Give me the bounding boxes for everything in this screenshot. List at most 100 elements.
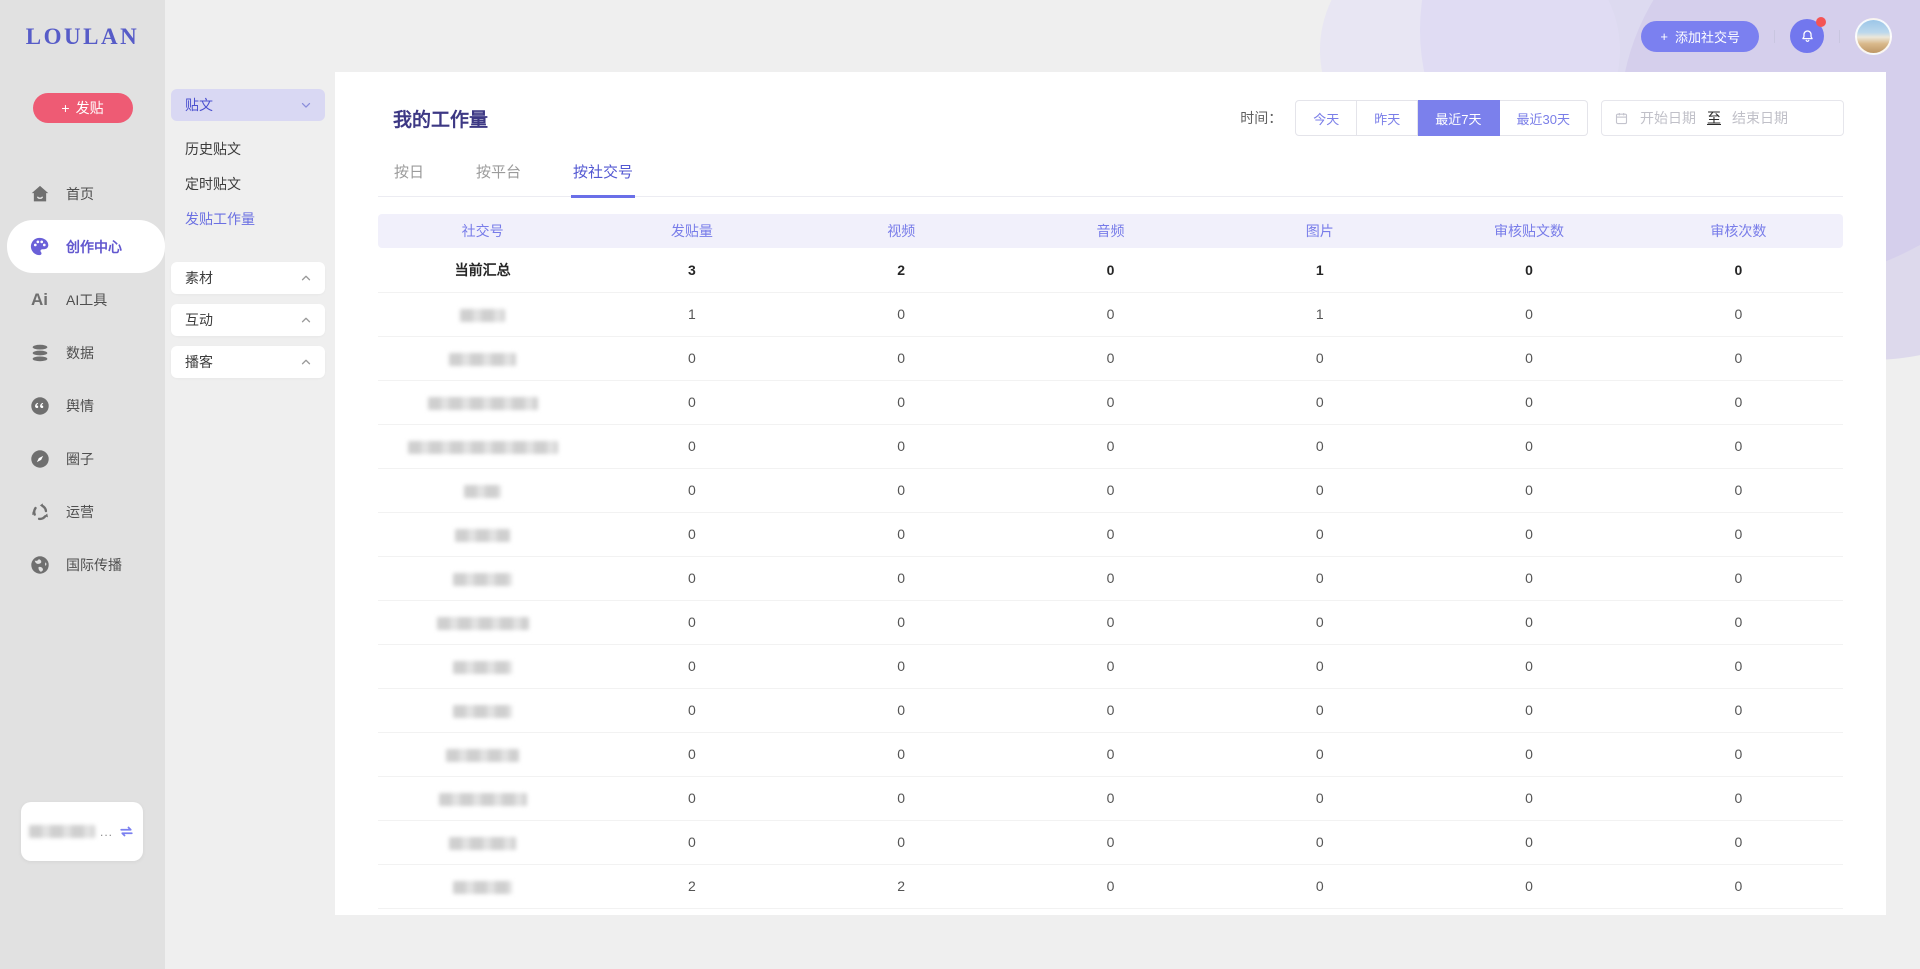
tab-by-platform[interactable]: 按平台 xyxy=(476,164,522,181)
sidebar-item-label: 舆情 xyxy=(66,397,94,414)
cell-review-count: 0 xyxy=(1633,292,1843,337)
cell-posts: 2 xyxy=(587,864,797,909)
new-post-button[interactable]: + 发贴 xyxy=(32,93,133,123)
cell-image: 0 xyxy=(1215,468,1425,513)
cell-video: 0 xyxy=(796,512,1006,557)
cell-image: 0 xyxy=(1215,380,1425,425)
cell-video: 0 xyxy=(796,556,1006,601)
cell-image: 0 xyxy=(1215,556,1425,601)
submenu-item-scheduled-posts[interactable]: 定时贴文 xyxy=(185,175,241,192)
filter-last30days-button[interactable]: 最近30天 xyxy=(1499,100,1588,136)
filter-yesterday-button[interactable]: 昨天 xyxy=(1357,100,1419,136)
sidebar-item-label: AI工具 xyxy=(66,291,108,308)
cell-audio: 0 xyxy=(1005,424,1216,469)
cell-posts: 0 xyxy=(587,468,797,513)
cell-audio: 0 xyxy=(1005,688,1216,733)
filter-today-button[interactable]: 今天 xyxy=(1295,100,1358,136)
submenu-group-podcast[interactable]: 播客 xyxy=(171,346,325,378)
submenu-group-interaction[interactable]: 互动 xyxy=(171,304,325,336)
cell-reviewed-posts: 0 xyxy=(1424,644,1634,689)
sidebar-item-operations[interactable]: 运营 xyxy=(0,485,165,538)
cell-review-count: 0 xyxy=(1633,512,1843,557)
notifications-button[interactable] xyxy=(1790,17,1826,53)
account-name-cell xyxy=(378,644,588,689)
cell-review-count: 0 xyxy=(1633,600,1843,645)
add-social-account-label: 添加社交号 xyxy=(1674,29,1740,45)
compass-icon xyxy=(28,447,51,470)
cell-review-count: 0 xyxy=(1633,732,1843,777)
sidebar-item-creation-center[interactable]: 创作中心 xyxy=(7,220,165,273)
cell-image: 0 xyxy=(1215,688,1425,733)
summary-image: 1 xyxy=(1215,248,1425,293)
table-row: 0 0 0 0 0 0 xyxy=(378,820,1843,865)
cell-posts: 1 xyxy=(587,292,797,337)
cell-posts: 0 xyxy=(587,424,797,469)
sidebar-item-label: 首页 xyxy=(66,185,94,202)
cell-audio: 0 xyxy=(1005,380,1216,425)
date-range-picker[interactable]: 开始日期 至 结束日期 xyxy=(1601,100,1844,136)
cell-review-count: 0 xyxy=(1633,864,1843,909)
filter-last7days-button[interactable]: 最近7天 xyxy=(1418,100,1500,136)
redacted-workspace-name xyxy=(28,825,95,838)
redacted-account-name xyxy=(446,748,520,762)
table-row: 0 0 0 0 0 0 xyxy=(378,336,1843,381)
sidebar-item-data[interactable]: 数据 xyxy=(0,326,165,379)
chevron-down-icon xyxy=(299,98,313,112)
cell-review-count: 0 xyxy=(1633,336,1843,381)
redacted-account-name xyxy=(438,792,527,806)
start-date-placeholder[interactable]: 开始日期 xyxy=(1640,110,1696,126)
redacted-account-name xyxy=(449,836,517,850)
cell-video: 0 xyxy=(796,468,1006,513)
cell-posts: 0 xyxy=(587,512,797,557)
sidebar-item-circles[interactable]: 圈子 xyxy=(0,432,165,485)
sidebar-item-international[interactable]: 国际传播 xyxy=(0,538,165,591)
add-social-account-button[interactable]: + 添加社交号 xyxy=(1641,20,1759,52)
avatar[interactable] xyxy=(1855,17,1892,55)
table-row: 1 0 0 1 0 0 xyxy=(378,292,1843,337)
submenu-item-post-workload[interactable]: 发贴工作量 xyxy=(185,210,255,227)
cell-audio: 0 xyxy=(1005,556,1216,601)
submenu-group-material[interactable]: 素材 xyxy=(171,262,325,294)
sidebar-nav: 首页 创作中心 Ai AI工具 数据 xyxy=(0,167,165,591)
redacted-account-name xyxy=(436,616,529,630)
submenu-group-posts[interactable]: 贴文 xyxy=(171,89,325,121)
cell-image: 0 xyxy=(1215,732,1425,777)
redacted-account-name xyxy=(455,528,511,542)
cell-review-count: 0 xyxy=(1633,688,1843,733)
cell-image: 1 xyxy=(1215,292,1425,337)
table-row: 0 0 0 0 0 0 xyxy=(378,732,1843,777)
tab-by-day[interactable]: 按日 xyxy=(394,164,425,181)
col-posts: 发贴量 xyxy=(587,214,797,248)
cell-image: 0 xyxy=(1215,864,1425,909)
cell-video: 0 xyxy=(796,688,1006,733)
table-row: 0 0 0 0 0 0 xyxy=(378,600,1843,645)
sidebar-item-label: 创作中心 xyxy=(66,238,122,255)
cell-video: 0 xyxy=(796,424,1006,469)
sidebar-item-sentiment[interactable]: 舆情 xyxy=(0,379,165,432)
table-body: 当前汇总 3 2 0 1 0 0 1 0 0 1 0 0 0 0 0 xyxy=(378,248,1843,909)
redacted-account-name xyxy=(460,308,506,322)
time-filter-group: 今天 昨天 最近7天 最近30天 xyxy=(1295,100,1588,136)
account-name-cell xyxy=(378,776,588,821)
summary-reviewed-posts: 0 xyxy=(1424,248,1634,293)
sidebar-item-ai-tools[interactable]: Ai AI工具 xyxy=(0,273,165,326)
table-row: 2 2 0 0 0 0 xyxy=(378,864,1843,909)
submenu-item-history-posts[interactable]: 历史贴文 xyxy=(185,140,241,157)
time-filter-label: 时间： xyxy=(1240,110,1283,126)
cell-reviewed-posts: 0 xyxy=(1424,820,1634,865)
workspace-switcher[interactable]: ... xyxy=(21,802,143,861)
cell-image: 0 xyxy=(1215,600,1425,645)
cell-review-count: 0 xyxy=(1633,380,1843,425)
cell-reviewed-posts: 0 xyxy=(1424,556,1634,601)
sidebar-item-home[interactable]: 首页 xyxy=(0,167,165,220)
account-name-cell xyxy=(378,292,588,337)
end-date-placeholder[interactable]: 结束日期 xyxy=(1732,110,1788,126)
account-name-cell xyxy=(378,556,588,601)
cell-audio: 0 xyxy=(1005,468,1216,513)
workload-table-wrap: 社交号 发贴量 视频 音频 图片 审核贴文数 审核次数 当前汇总 3 xyxy=(378,214,1843,909)
tab-by-social-account[interactable]: 按社交号 xyxy=(571,161,636,198)
globe-icon xyxy=(28,553,51,576)
col-video: 视频 xyxy=(796,214,1006,248)
cell-review-count: 0 xyxy=(1633,468,1843,513)
table-row: 0 0 0 0 0 0 xyxy=(378,644,1843,689)
